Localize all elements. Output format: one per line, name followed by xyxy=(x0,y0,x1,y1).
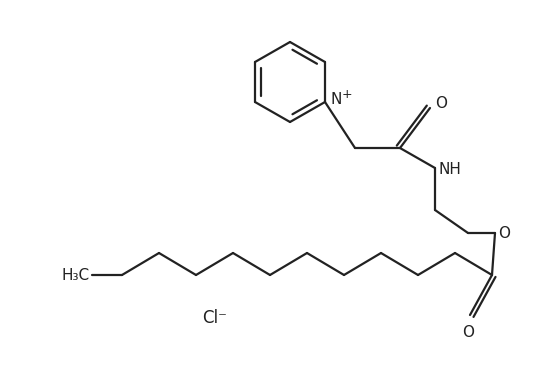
Text: NH: NH xyxy=(438,162,461,176)
Text: Cl⁻: Cl⁻ xyxy=(202,309,228,327)
Text: O: O xyxy=(435,97,447,112)
Text: H₃C: H₃C xyxy=(62,267,90,282)
Text: +: + xyxy=(342,88,353,100)
Text: O: O xyxy=(462,325,474,340)
Text: N: N xyxy=(331,92,342,108)
Text: O: O xyxy=(498,226,510,241)
